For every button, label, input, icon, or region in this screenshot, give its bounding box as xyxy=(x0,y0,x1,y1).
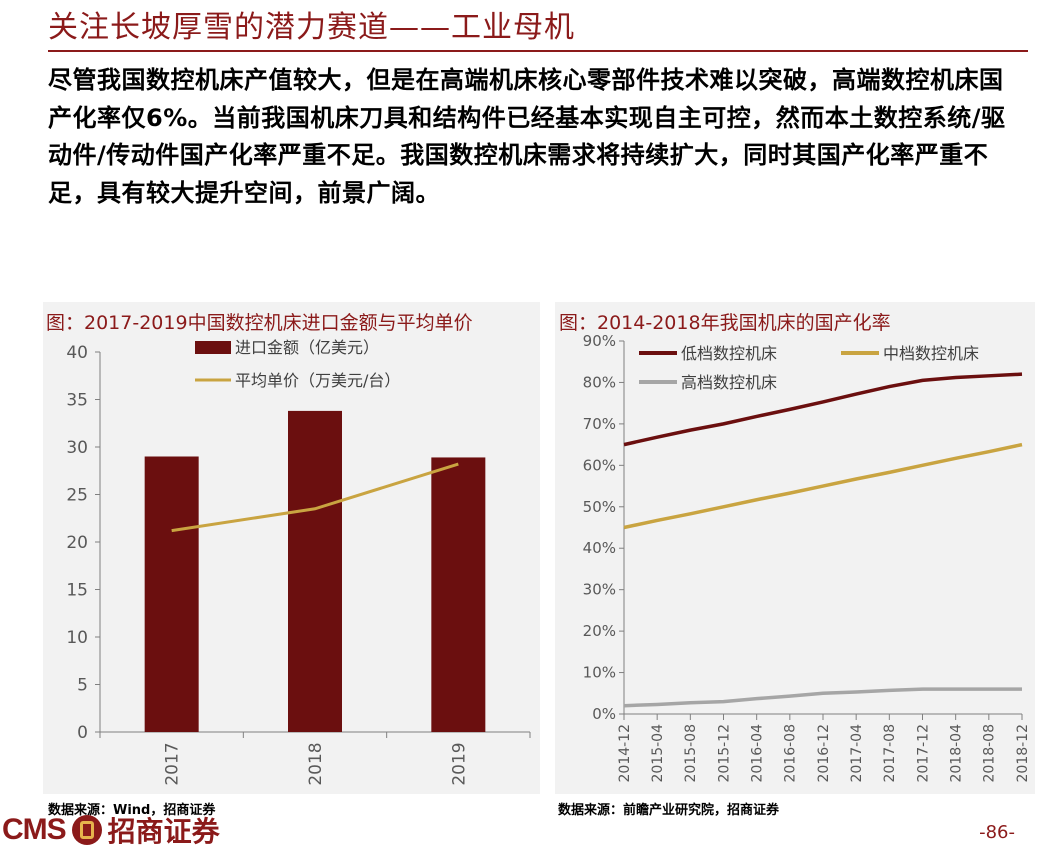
y-tick-label: 30 xyxy=(66,438,88,458)
x-tick-label: 2016-12 xyxy=(816,724,832,783)
x-tick-label: 2015-08 xyxy=(683,724,699,783)
x-tick-label: 2017-08 xyxy=(882,724,898,783)
y-tick-label: 5 xyxy=(77,676,88,696)
y-tick-label: 70% xyxy=(583,415,616,433)
page-number: -86- xyxy=(979,822,1015,843)
y-tick-label: 90% xyxy=(583,332,616,350)
legend-swatch xyxy=(195,341,231,354)
x-tick-label: 2017 xyxy=(163,742,183,785)
company-logo: CMS 招商证券 xyxy=(2,812,220,848)
title-divider xyxy=(48,50,1028,52)
x-tick-label: 2018-04 xyxy=(949,724,965,783)
y-tick-label: 20% xyxy=(583,622,616,640)
x-tick-label: 2017-04 xyxy=(849,724,865,783)
legend-label: 平均单价（万美元/台） xyxy=(235,371,400,390)
y-tick-label: 35 xyxy=(66,391,88,411)
legend-label: 低档数控机床 xyxy=(681,344,777,363)
left-chart-title: 图：2017-2019中国数控机床进口金额与平均单价 xyxy=(46,312,473,334)
y-tick-label: 20 xyxy=(66,533,88,553)
logo-cn-text: 招商证券 xyxy=(107,815,220,848)
y-tick-label: 0 xyxy=(77,723,88,743)
x-tick-label: 2018 xyxy=(306,742,326,785)
logo-mark-icon xyxy=(71,815,102,845)
left-chart-source: 数据来源：Wind，招商证券 xyxy=(48,803,216,818)
series-line xyxy=(623,372,1023,447)
x-tick-label: 2016-08 xyxy=(783,724,799,783)
page-title: 关注长坡厚雪的潜力赛道——工业母机 xyxy=(48,10,575,45)
x-tick-label: 2015-04 xyxy=(650,724,666,783)
x-tick-label: 2019 xyxy=(449,742,469,785)
x-tick-label: 2014-12 xyxy=(617,724,633,783)
body-paragraph: 尽管我国数控机床产值较大，但是在高端机床核心零部件技术难以突破，高端数控机床国产… xyxy=(48,66,1006,207)
series-line xyxy=(623,442,1023,530)
bar xyxy=(431,457,486,732)
bar xyxy=(288,410,342,732)
right-chart-source: 数据来源：前瞻产业研究院，招商证券 xyxy=(558,803,780,818)
logo-text: CMS xyxy=(2,813,67,846)
y-tick-label: 10 xyxy=(66,628,88,648)
x-tick-label: 2018-12 xyxy=(1015,724,1031,783)
bar xyxy=(144,456,199,732)
y-tick-label: 10% xyxy=(583,664,616,682)
right-chart-panel xyxy=(555,302,1035,794)
y-tick-label: 25 xyxy=(66,486,88,506)
series-line xyxy=(623,687,1022,708)
x-tick-label: 2016-04 xyxy=(750,724,766,783)
legend-label: 高档数控机床 xyxy=(681,373,777,392)
x-tick-label: 2018-08 xyxy=(982,724,998,783)
x-tick-label: 2017-12 xyxy=(915,724,931,783)
left-chart-svg: 0 5 10 15 20 25 30 35 40 2017 2018 2019 进口金额（亿美元） 平均单… xyxy=(66,338,531,786)
right-chart-svg: 0% 10% 20% 30% 40% 50% 60% 70% 80% 90% 2014-12 2015… xyxy=(583,332,1031,783)
y-tick-label: 80% xyxy=(583,373,616,391)
y-tick-label: 50% xyxy=(583,498,616,516)
x-tick-label: 2015-12 xyxy=(716,724,732,783)
y-tick-label: 30% xyxy=(583,581,616,599)
y-tick-label: 0% xyxy=(592,705,616,723)
legend-label: 进口金额（亿美元） xyxy=(235,338,379,357)
legend-label: 中档数控机床 xyxy=(883,344,979,363)
series-line xyxy=(171,462,459,533)
y-tick-label: 40 xyxy=(66,343,88,363)
y-tick-label: 15 xyxy=(66,581,88,601)
right-chart-title: 图：2014-2018年我国机床的国产化率 xyxy=(559,312,891,334)
y-tick-label: 60% xyxy=(583,456,616,474)
y-tick-label: 40% xyxy=(583,539,616,557)
